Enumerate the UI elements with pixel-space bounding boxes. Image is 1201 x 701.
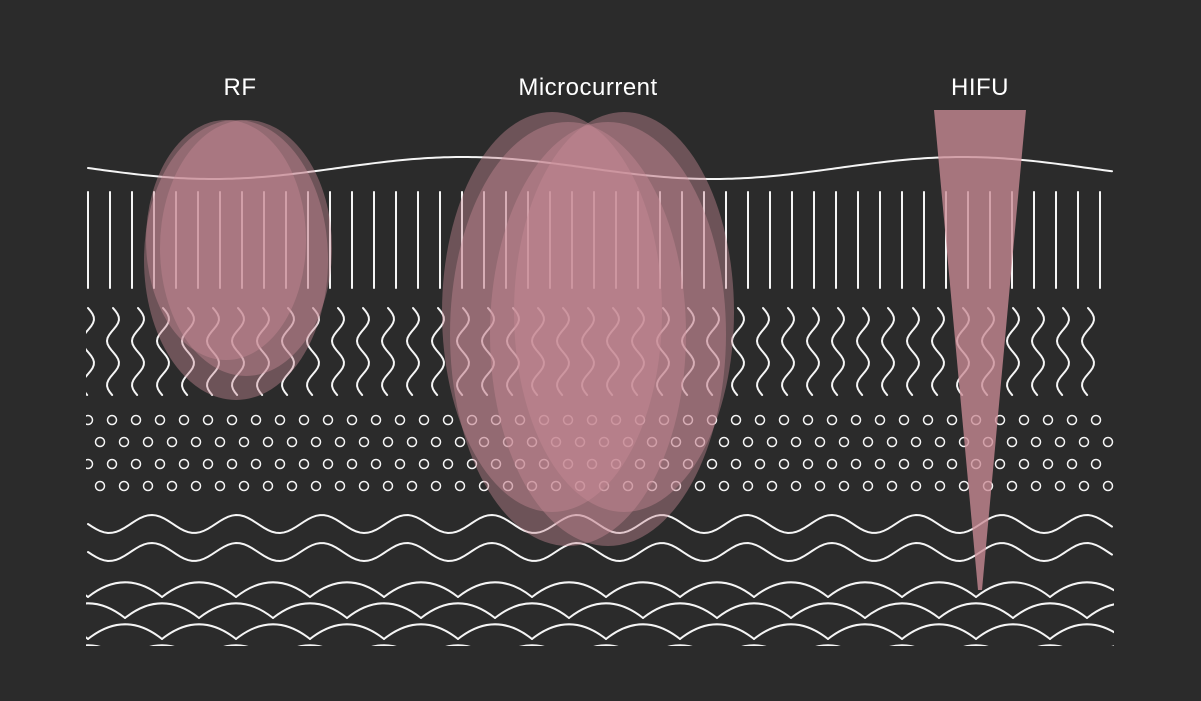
label-hifu: HIFU bbox=[951, 74, 1009, 102]
diagram-stage: RF Microcurrent HIFU bbox=[0, 0, 1201, 701]
label-mc: Microcurrent bbox=[518, 74, 657, 102]
label-rf: RF bbox=[224, 74, 257, 102]
diagram-svg bbox=[0, 0, 1201, 701]
